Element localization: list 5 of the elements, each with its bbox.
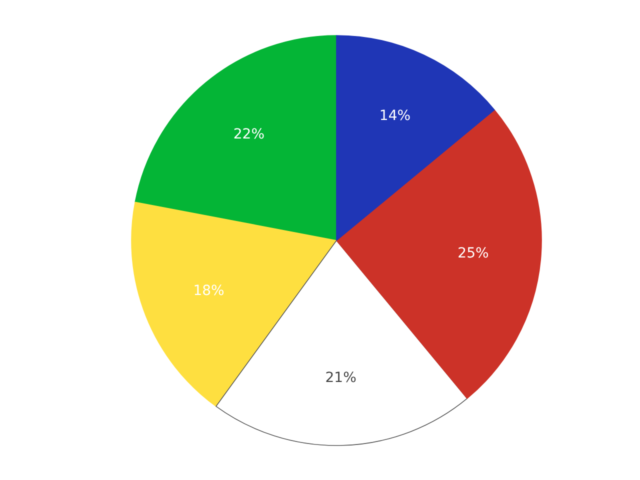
data-label: 14% (379, 108, 411, 124)
data-label: 22% (233, 126, 265, 143)
data-label: 25% (458, 245, 489, 262)
data-label: 21% (325, 370, 356, 386)
data-label: 18% (193, 283, 224, 300)
